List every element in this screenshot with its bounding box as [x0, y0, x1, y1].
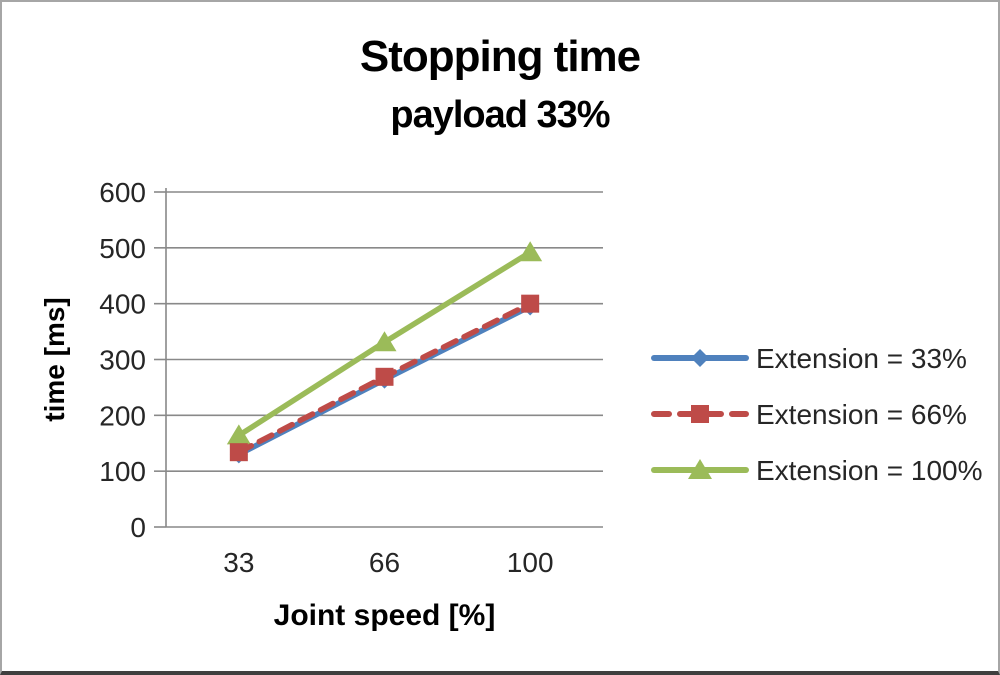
legend-label-1: Extension = 66%: [756, 399, 967, 430]
x-tick-label-66: 66: [369, 547, 400, 578]
y-tick-label-400: 400: [99, 289, 146, 320]
y-tick-label-0: 0: [130, 512, 146, 543]
y-tick-label-500: 500: [99, 233, 146, 264]
legend-label-0: Extension = 33%: [756, 343, 967, 374]
x-tick-label-100: 100: [507, 547, 554, 578]
x-tick-label-33: 33: [223, 547, 254, 578]
chart-title: Stopping time: [359, 32, 641, 81]
y-tick-label-200: 200: [99, 400, 146, 431]
series-1-marker-2: [521, 294, 540, 313]
y-tick-label-300: 300: [99, 345, 146, 376]
series-2-marker-2: [518, 241, 543, 262]
series-1-marker-1: [375, 367, 394, 386]
x-axis-title: Joint speed [%]: [274, 599, 496, 632]
series-2-marker-1: [372, 331, 397, 352]
y-tick-label-600: 600: [99, 177, 146, 208]
chart-subtitle: payload 33%: [390, 94, 610, 136]
legend-swatch-marker-0: [691, 349, 709, 367]
series-2-marker-0: [226, 424, 251, 445]
legend-swatch-marker-1: [691, 405, 709, 423]
y-axis-title: time [ms]: [39, 297, 70, 421]
series-1-marker-0: [229, 443, 248, 462]
legend-swatch-marker-2: [688, 459, 712, 479]
legend-label-2: Extension = 100%: [756, 455, 983, 486]
y-tick-label-100: 100: [99, 456, 146, 487]
